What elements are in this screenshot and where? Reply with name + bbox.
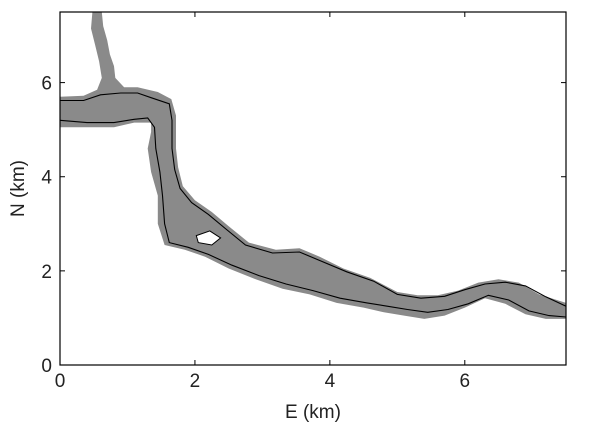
x-tick-label: 0	[55, 371, 66, 392]
y-tick-label: 2	[41, 262, 52, 283]
y-tick-label: 4	[41, 168, 52, 189]
plot-marks	[59, 12, 567, 319]
x-axis-label: E (km)	[285, 402, 341, 423]
axis-ticks: 0 2 4 6 0 2 4 6	[41, 12, 566, 392]
y-tick-label: 0	[41, 356, 52, 377]
plot-frame	[59, 11, 567, 366]
boundary-line-3	[59, 117, 567, 318]
y-axis-label: N (km)	[8, 160, 29, 217]
x-tick-label: 4	[325, 371, 336, 392]
island-hole-1	[195, 230, 222, 246]
x-tick-label: 6	[460, 371, 471, 392]
boundary-line-2	[60, 92, 567, 307]
x-tick-label: 2	[190, 371, 201, 392]
river-region-0	[60, 12, 566, 319]
y-tick-label: 6	[41, 74, 52, 95]
